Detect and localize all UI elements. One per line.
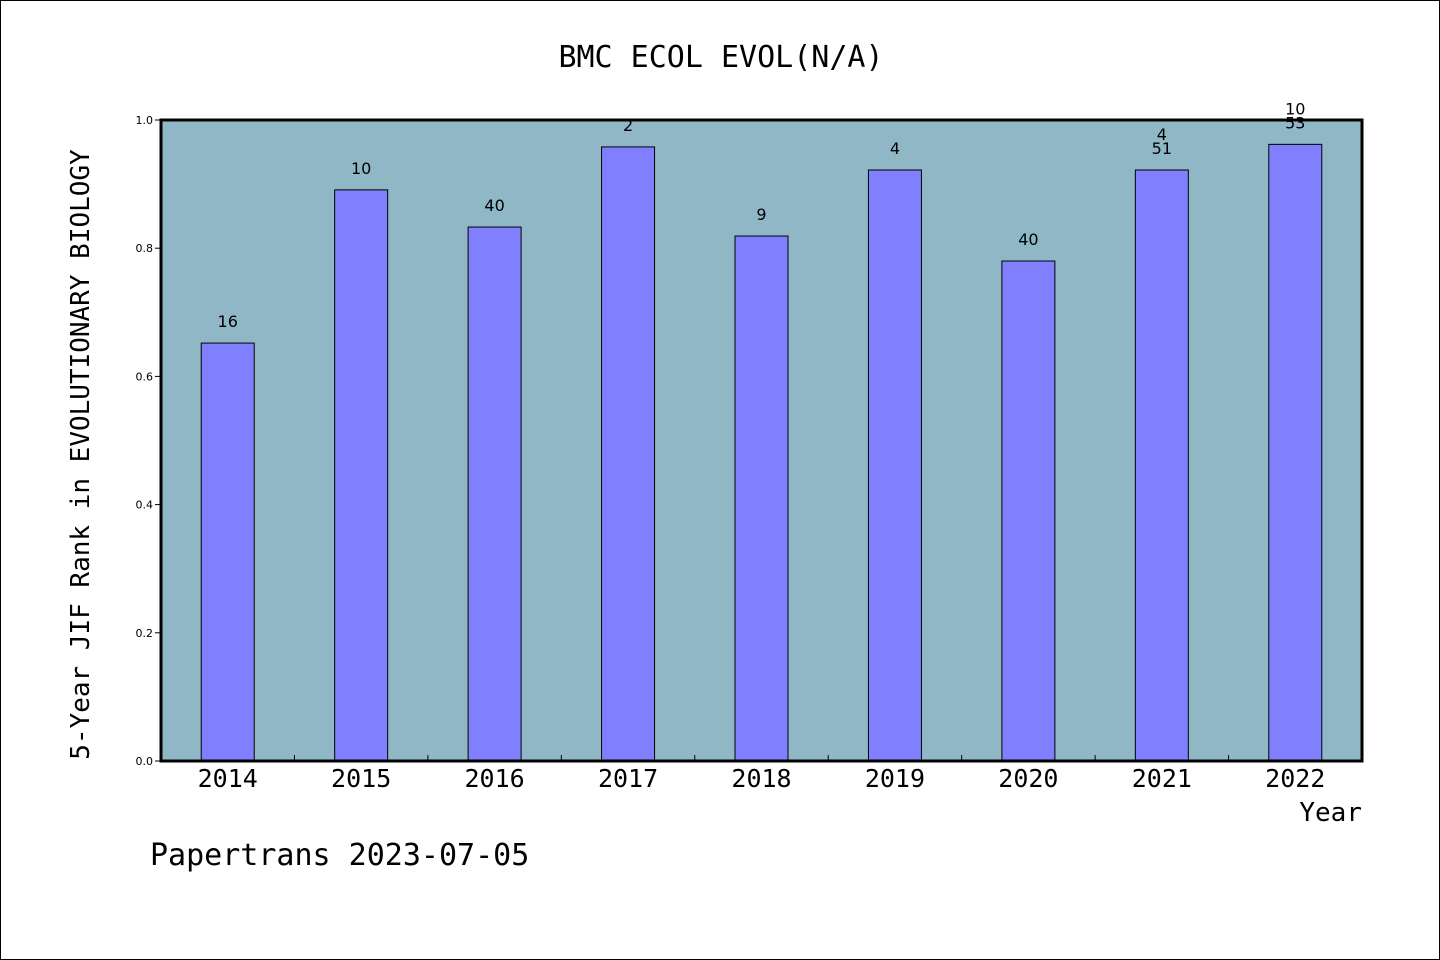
bar-2015 [334,189,389,762]
x-tick-label-2021: 2021 [1132,764,1192,793]
bar-label-2022-2: 53 [1285,113,1305,132]
bar-2014 [200,342,255,762]
x-tick-label-2019: 2019 [865,764,925,793]
bar-2020 [1001,260,1056,762]
y-axis-ticks: 0.0 0.2 0.4 0.6 0.8 1.0 [136,114,161,768]
y-tick-label: 0.4 [136,499,154,512]
x-tick-label-2018: 2018 [731,764,791,793]
bar-label-2016: 40 [484,196,504,215]
bar-2022 [1268,143,1323,762]
y-tick-label: 0.0 [136,755,154,768]
chart-title: BMC ECOL EVOL(N/A) [558,40,883,75]
bar-label-2014: 16 [218,312,238,331]
bar-label-2020: 40 [1018,230,1038,249]
x-axis-ticks: 2014 2015 2016 2017 2018 2019 2020 2021 2022 [198,755,1325,793]
x-tick-label-2014: 2014 [198,764,258,793]
bar-2017 [601,146,656,762]
bars [200,143,1323,762]
bar-2021 [1134,169,1189,762]
bar-label-2021-1: 4 [1157,125,1167,144]
x-tick-label-2020: 2020 [998,764,1058,793]
x-tick-label-2022: 2022 [1265,764,1325,793]
y-tick-label: 0.8 [136,242,154,255]
bar-label-2017: 2 [623,116,633,135]
y-axis-label: 5-Year JIF Rank in EVOLUTIONARY BIOLOGY [66,149,96,760]
bar-label-2019: 4 [890,139,900,158]
bar-label-2022-1: 10 [1285,99,1305,118]
footer-credit: Papertrans 2023-07-05 [150,838,529,873]
x-tick-label-2016: 2016 [465,764,525,793]
bar-label-2015: 10 [351,159,371,178]
x-axis-label: Year [1299,798,1362,828]
bar-2019 [867,169,922,762]
bar-label-2021-2: 51 [1152,139,1172,158]
plot-border [159,118,1364,763]
y-tick-label: 1.0 [136,114,154,127]
bar-2018 [734,235,789,762]
y-tick-label: 0.6 [136,370,154,383]
bar-label-2018: 9 [756,205,766,224]
bar-2016 [467,226,522,762]
y-tick-label: 0.2 [136,627,154,640]
x-tick-label-2017: 2017 [598,764,658,793]
x-tick-label-2015: 2015 [331,764,391,793]
